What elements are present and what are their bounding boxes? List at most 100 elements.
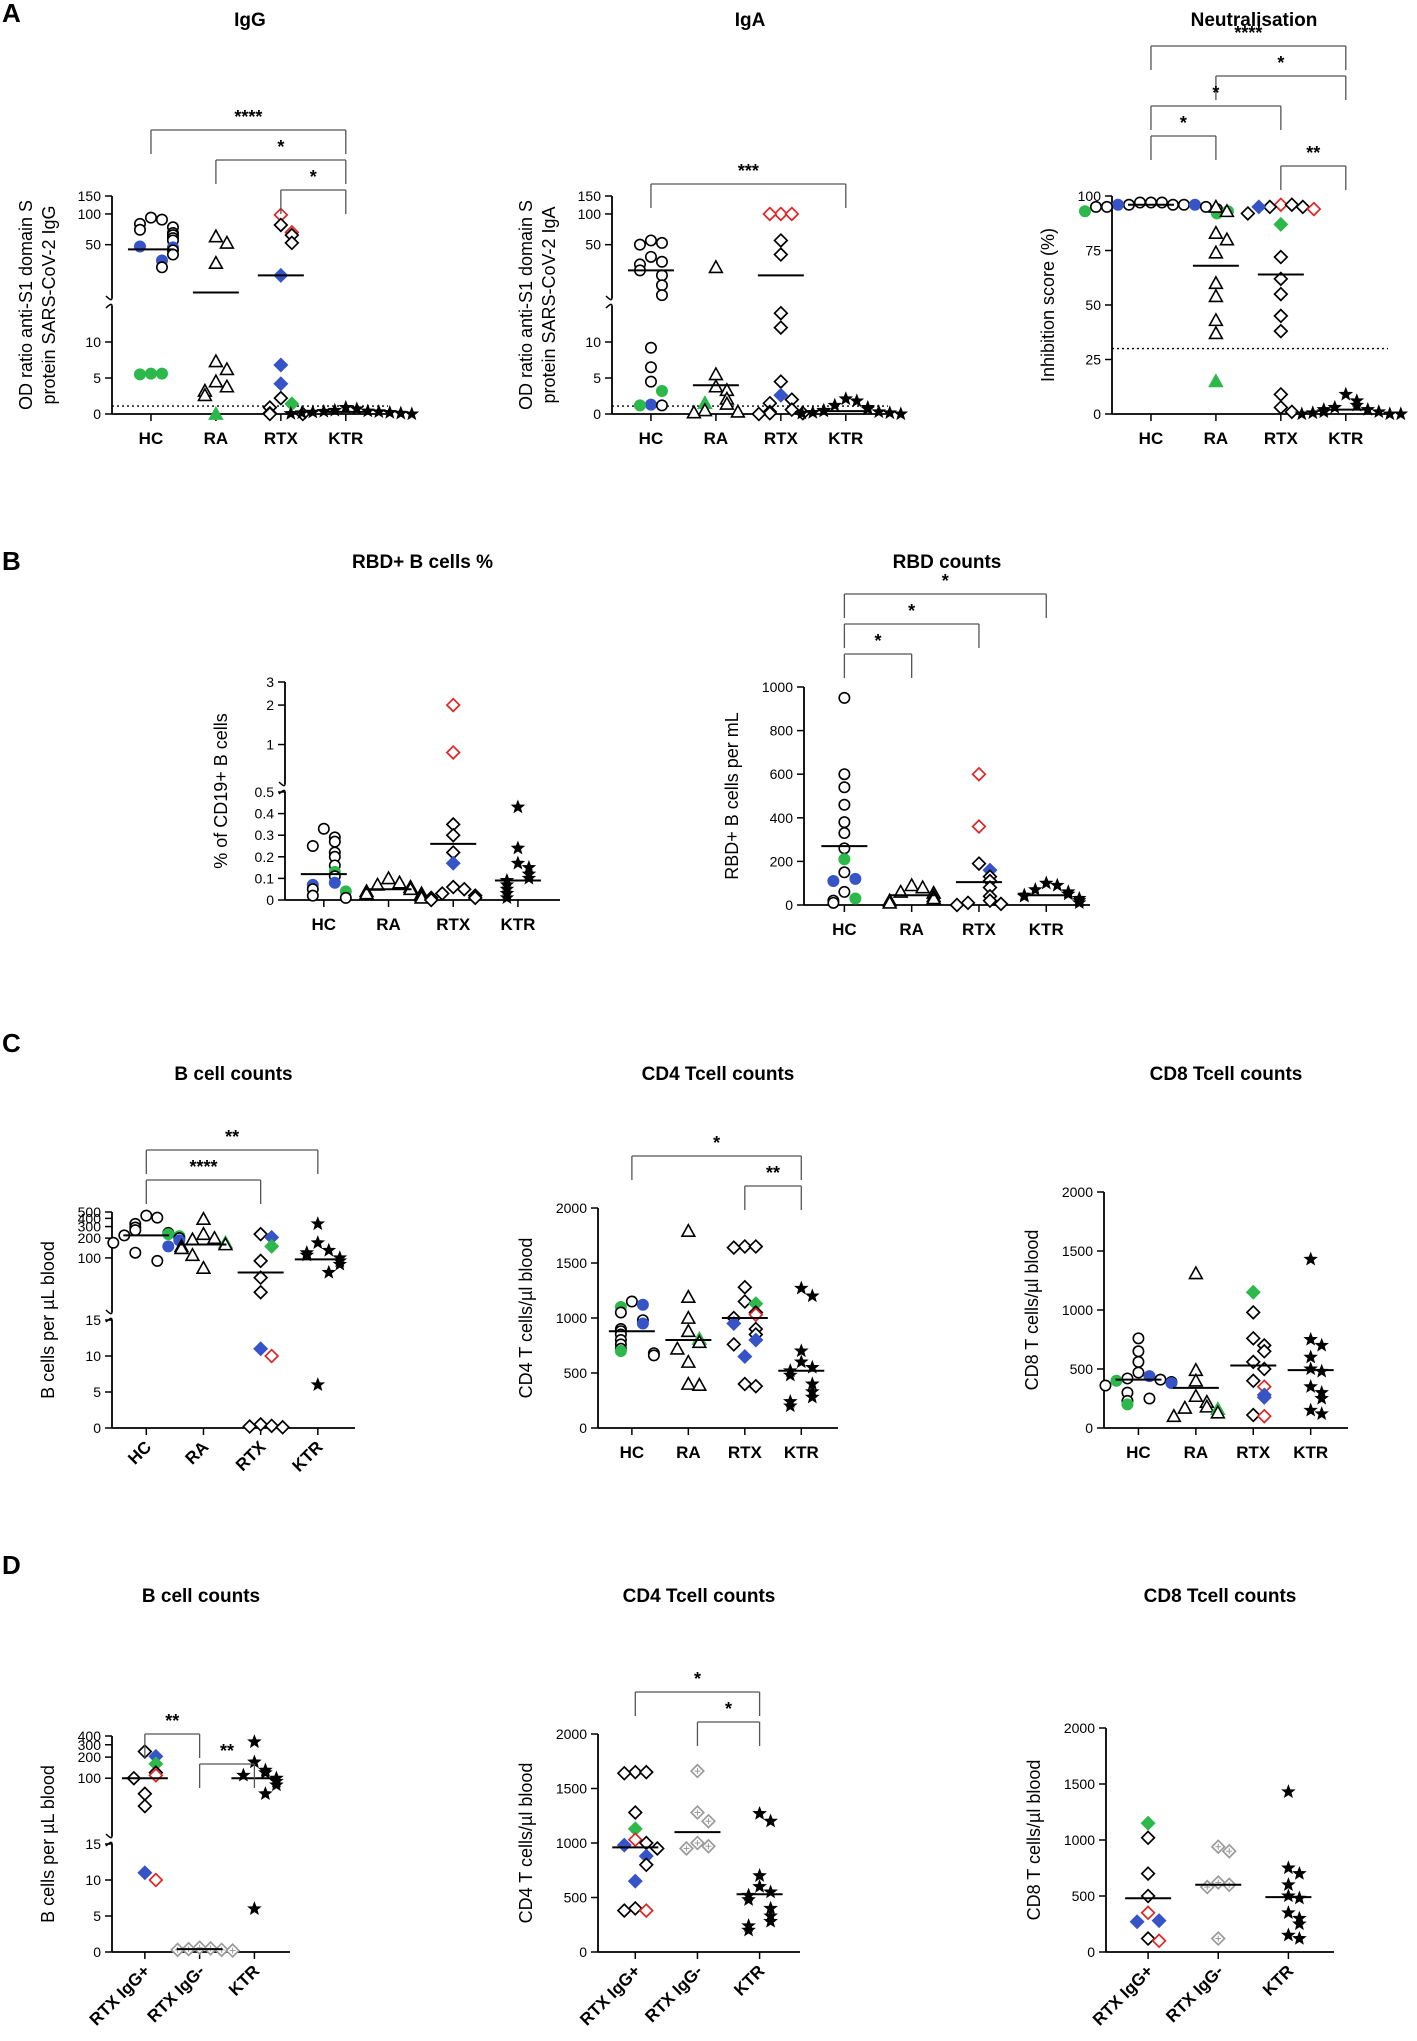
data-point	[838, 866, 851, 879]
data-point	[1314, 1337, 1329, 1352]
data-point	[242, 1419, 258, 1435]
data-point	[644, 375, 657, 388]
y-axis-break-mark	[605, 295, 613, 301]
chart-title: CD8 Tcell counts	[1150, 1064, 1303, 1085]
data-point	[638, 1764, 654, 1780]
y-tick-label: 1	[266, 737, 274, 753]
data-point	[925, 890, 942, 905]
y-tick-label: 0	[593, 406, 601, 422]
significance-label: *	[908, 601, 915, 621]
chart-d_cd8: CD8 Tcell counts 0 500 1000 1500 2000 RTX IgG+…	[1024, 1586, 1334, 2029]
data-point	[741, 1922, 756, 1937]
data-point	[1371, 404, 1387, 418]
data-point	[162, 1240, 175, 1253]
data-point	[137, 1798, 153, 1814]
data-point	[1140, 1815, 1156, 1831]
y-axis-label: Inhibition score (%)	[1038, 228, 1058, 382]
data-point	[1208, 325, 1224, 340]
y-tick-label: 0	[266, 892, 274, 908]
data-point	[1177, 198, 1190, 211]
data-point	[730, 403, 746, 418]
x-category-label: RA	[376, 915, 401, 934]
y-tick-label: 0	[1085, 1420, 1093, 1436]
significance-label: ***	[738, 161, 759, 181]
data-point	[258, 1786, 273, 1800]
data-point	[1303, 1349, 1318, 1364]
y-axis-label-line: B cells per µL blood	[38, 1765, 58, 1923]
data-point	[1110, 1374, 1123, 1387]
y-axis-label: CD8 T cells/µl blood	[1024, 1760, 1044, 1921]
data-point	[1050, 877, 1065, 892]
data-point	[644, 398, 657, 411]
significance-bracket: **	[1280, 143, 1347, 190]
data-point	[838, 798, 851, 811]
data-point	[195, 1211, 212, 1226]
data-point	[137, 1865, 153, 1881]
data-point	[140, 1209, 153, 1222]
data-point	[1281, 1877, 1296, 1891]
y-axis-label-line: Inhibition score (%)	[1038, 228, 1058, 382]
significance-bracket: *	[280, 167, 347, 214]
data-point	[283, 405, 299, 420]
x-category-label: KTR	[1029, 920, 1064, 939]
data-point	[644, 234, 657, 247]
y-tick-label: 0	[93, 406, 101, 422]
y-tick-label: 0.5	[255, 784, 275, 800]
data-point	[1273, 216, 1289, 232]
data-point	[680, 1323, 697, 1338]
x-category-label: HC	[139, 429, 164, 448]
data-point	[1306, 201, 1322, 217]
significance-bracket: **	[198, 1741, 256, 1788]
x-category-label: KTR	[828, 429, 863, 448]
data-point	[1208, 198, 1224, 213]
data-point	[627, 1832, 643, 1848]
x-category-label: KTR	[328, 429, 363, 448]
data-point	[752, 1878, 767, 1893]
data-point	[1256, 1343, 1272, 1359]
x-category-label: HC	[620, 1443, 645, 1462]
data-point	[773, 320, 789, 336]
data-point	[903, 877, 920, 892]
y-tick-label: 150	[78, 188, 102, 204]
data-point	[1314, 1406, 1329, 1420]
data-point	[445, 879, 461, 895]
data-point	[510, 799, 526, 814]
y-tick-label: 10	[85, 1348, 101, 1364]
series-rtx	[423, 697, 483, 908]
chart-iga: IgA 0 5 10 50 100 150 HC RA RTX KTR OD ratio anti-S…	[516, 10, 909, 448]
data-point	[253, 1341, 269, 1357]
data-point	[773, 374, 789, 390]
data-point	[1140, 1905, 1156, 1921]
significance-bracket: ****	[150, 107, 347, 154]
series-hc	[306, 822, 352, 904]
data-point	[299, 1247, 315, 1262]
data-point	[752, 1805, 767, 1820]
data-point	[644, 361, 657, 374]
data-point	[206, 1230, 223, 1245]
data-point	[273, 390, 289, 406]
y-tick-label: 500	[564, 1890, 588, 1906]
data-point	[1256, 1408, 1272, 1424]
data-point	[258, 1765, 273, 1779]
data-point	[1089, 200, 1102, 213]
data-point	[306, 839, 319, 852]
data-point	[1038, 875, 1054, 890]
data-point	[1284, 197, 1300, 213]
data-point	[1151, 1913, 1167, 1929]
series-ra	[173, 1211, 234, 1274]
data-point	[625, 1295, 638, 1308]
data-point	[1199, 200, 1212, 213]
y-axis-label: RBD+ B cells per mL	[722, 712, 742, 880]
y-tick-label: 50	[1085, 297, 1101, 313]
x-category-label: RTX	[728, 1443, 763, 1462]
data-point	[1245, 1304, 1261, 1320]
x-category-label: HC	[312, 915, 337, 934]
data-point	[393, 405, 409, 420]
data-point	[1111, 198, 1124, 211]
series-rtx-igg-	[616, 1764, 665, 1919]
data-point	[1284, 404, 1300, 420]
data-point	[804, 1389, 820, 1404]
data-point	[510, 855, 526, 870]
x-category-label: RTX IgG-	[144, 1961, 209, 2026]
data-point	[148, 1872, 164, 1888]
